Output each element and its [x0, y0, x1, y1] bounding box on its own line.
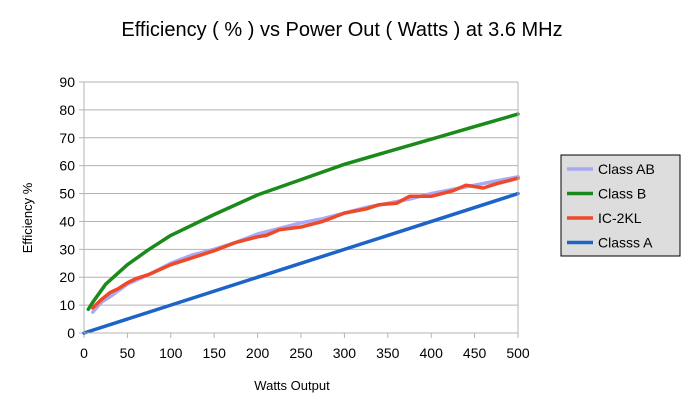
- y-tick-label: 10: [59, 297, 75, 313]
- y-axis-label: Efficiency %: [20, 182, 35, 253]
- chart-title: Efficiency ( % ) vs Power Out ( Watts ) …: [121, 19, 562, 41]
- y-tick-label: 70: [59, 130, 75, 146]
- x-tick-label: 300: [333, 345, 357, 361]
- x-tick-label: 0: [80, 345, 88, 361]
- x-tick-label: 400: [420, 345, 444, 361]
- legend-label-ic-2kl: IC-2KL: [598, 210, 642, 226]
- x-tick-label: 150: [203, 345, 227, 361]
- y-tick-label: 0: [67, 325, 75, 341]
- y-axis-ticks: 0 10 20 30 40 50 60 70 80 90: [59, 74, 84, 341]
- legend: Class AB Class B IC-2KL Classs A: [560, 154, 681, 257]
- axes: [83, 82, 519, 334]
- legend-box: [560, 154, 681, 257]
- legend-label-class-ab: Class AB: [598, 161, 655, 177]
- x-axis-ticks: 0 50 100 150 200 250 300 350 400 450 500: [80, 333, 530, 361]
- x-tick-label: 250: [289, 345, 313, 361]
- series-line-classs-a: [82, 191, 520, 335]
- y-tick-label: 60: [59, 158, 75, 174]
- x-tick-label: 350: [376, 345, 400, 361]
- y-tick-label: 50: [59, 186, 75, 202]
- series-line-ic-2kl: [90, 176, 520, 310]
- legend-label-classs-a: Classs A: [598, 235, 653, 251]
- x-tick-label: 100: [159, 345, 183, 361]
- y-tick-label: 90: [59, 74, 75, 90]
- y-tick-label: 20: [59, 269, 75, 285]
- x-axis-label: Watts Output: [254, 378, 330, 393]
- y-tick-label: 30: [59, 241, 75, 257]
- series-lines: [82, 112, 520, 335]
- x-tick-label: 50: [120, 345, 136, 361]
- series-line-class-b: [86, 112, 520, 312]
- x-tick-label: 500: [506, 345, 530, 361]
- y-tick-label: 40: [59, 213, 75, 229]
- x-tick-label: 200: [246, 345, 270, 361]
- x-tick-label: 450: [463, 345, 487, 361]
- legend-label-class-b: Class B: [598, 186, 646, 202]
- y-tick-label: 80: [59, 102, 75, 118]
- gridlines: [84, 81, 518, 306]
